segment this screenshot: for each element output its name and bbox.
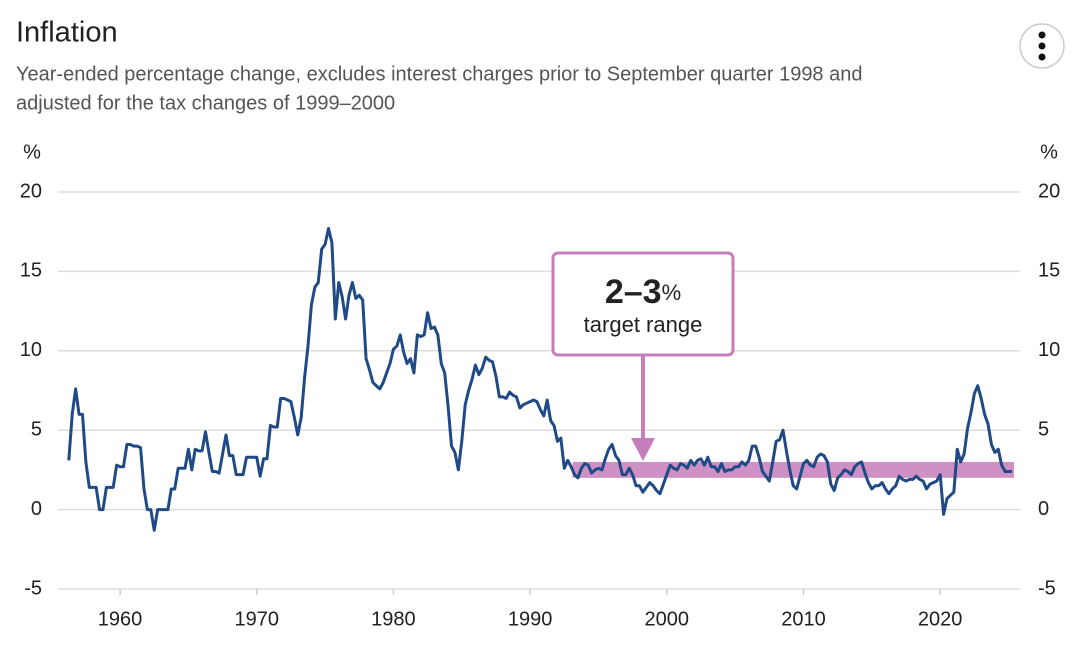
series-line: [67, 227, 1012, 532]
x-tick-label: 1990: [508, 608, 553, 630]
series-layer: [67, 227, 1012, 532]
menu-dot[interactable]: [1038, 31, 1046, 39]
y-tick-label-right: 10: [1038, 339, 1060, 361]
x-tick-label: 1970: [234, 608, 279, 630]
annotation: 2–3% target range: [551, 251, 735, 461]
annotation-value: 2–3%: [605, 273, 681, 311]
y-tick-label-right: 0: [1038, 498, 1049, 520]
menu-dot[interactable]: [1038, 42, 1046, 50]
x-tick-label: 1960: [98, 608, 143, 630]
y-tick-label: 20: [20, 180, 42, 202]
annotation-number: 2–3: [605, 273, 662, 311]
menu-button[interactable]: [1019, 23, 1065, 69]
y-tick-label-right: 15: [1038, 260, 1060, 282]
annotation-text: target range: [584, 312, 703, 337]
y-tick-label: 5: [31, 418, 42, 440]
y-tick-label: 15: [20, 260, 42, 282]
x-tick-label: 2010: [781, 608, 826, 630]
y-tick-label-right: 20: [1038, 180, 1060, 202]
annotation-arrowhead: [631, 438, 655, 461]
menu-dot[interactable]: [1038, 53, 1046, 61]
y-tick-label: 0: [31, 498, 42, 520]
x-tick-label: 1980: [371, 608, 416, 630]
target-band-layer: [572, 461, 1014, 478]
y-unit: %: [1040, 141, 1058, 163]
y-tick-label: -5: [24, 577, 42, 599]
x-tick-label: 2000: [645, 608, 690, 630]
chart-title: Inflation: [16, 17, 118, 49]
target-band: [572, 461, 1014, 478]
y-tick-label: 10: [20, 339, 42, 361]
chart-subtitle: adjusted for the tax changes of 1999–200…: [16, 92, 395, 114]
x-tick-label: 2020: [918, 608, 963, 630]
annotation-unit: %: [662, 280, 682, 305]
chart-subtitle: Year-ended percentage change, excludes i…: [16, 63, 862, 85]
y-tick-label-right: 5: [1038, 418, 1049, 440]
y-tick-label-right: -5: [1038, 577, 1056, 599]
y-unit: %: [23, 141, 41, 163]
